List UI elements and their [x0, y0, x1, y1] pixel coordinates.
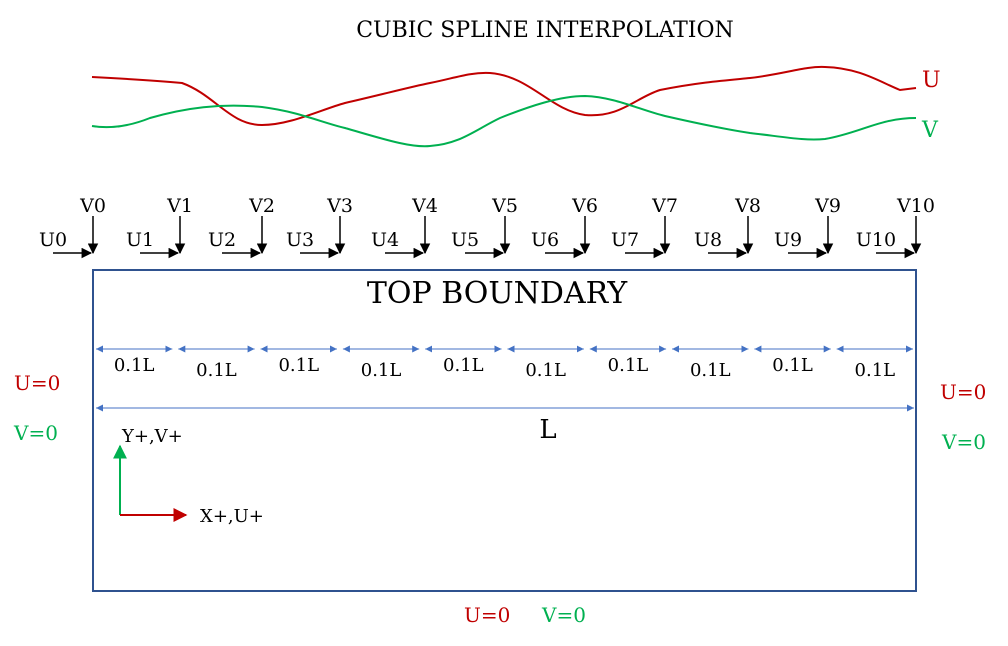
u-spline-label: U [922, 68, 941, 93]
segment-label: 0.1L [443, 355, 484, 376]
node-velocity-arrows: V0 V1 V2 V3 V4 V5 V6 V7 V8 V9 V10 U0 U1 U2 U3 U4 U5 U6 U7 U… [39, 195, 935, 259]
u-node-label: U9 [774, 229, 802, 251]
segment-label: 0.1L [114, 355, 155, 376]
u-node-label: U6 [531, 229, 559, 251]
v-node-label: V0 [79, 195, 106, 217]
segment-label: 0.1L [196, 360, 237, 381]
v-node-label: V2 [248, 195, 275, 217]
u-node-label: U8 [694, 229, 722, 251]
domain-box [92, 269, 917, 592]
diagram-title: CUBIC SPLINE INTERPOLATION [356, 18, 734, 43]
y-axis-label: Y+,V+ [121, 426, 183, 447]
u-node-label: U4 [371, 229, 399, 251]
u-node-label: U10 [856, 229, 896, 251]
u-node-label: U2 [208, 229, 236, 251]
u-node-label: U1 [126, 229, 154, 251]
segment-label: 0.1L [278, 355, 319, 376]
u-node-label: U0 [39, 229, 67, 251]
v-node-label: V3 [326, 195, 353, 217]
left-wall-u-label: U=0 [14, 371, 60, 395]
total-length-label: L [539, 415, 556, 445]
bottom-wall-v-label: V=0 [541, 603, 586, 627]
segment-label: 0.1L [608, 355, 649, 376]
segment-label: 0.1L [361, 360, 402, 381]
right-wall-v-label: V=0 [941, 430, 986, 454]
u-node-label: U5 [451, 229, 479, 251]
v-node-label: V6 [571, 195, 598, 217]
u-node-label: U3 [286, 229, 314, 251]
right-wall-u-label: U=0 [940, 380, 986, 404]
left-wall-v-label: V=0 [13, 421, 58, 445]
v-node-label: V10 [896, 195, 935, 217]
segment-label: 0.1L [525, 360, 566, 381]
v-spline-curve [91, 94, 917, 148]
v-spline-label: V [921, 118, 939, 143]
v-node-label: V4 [411, 195, 438, 217]
v-node-label: V1 [166, 195, 193, 217]
bottom-wall-u-label: U=0 [464, 603, 510, 627]
v-node-label: V7 [651, 195, 678, 217]
v-node-label: V5 [491, 195, 518, 217]
top-boundary-label: TOP BOUNDARY [367, 276, 628, 311]
x-axis-label: X+,U+ [200, 506, 264, 527]
segment-label: 0.1L [690, 360, 731, 381]
v-node-label: V8 [734, 195, 761, 217]
u-node-label: U7 [611, 229, 639, 251]
v-node-label: V9 [814, 195, 841, 217]
segment-label: 0.1L [772, 355, 813, 376]
segment-label: 0.1L [855, 360, 896, 381]
u-spline-curve [91, 65, 917, 127]
segment-dimensions: 0.1L 0.1L 0.1L 0.1L 0.1L 0.1L 0.1L 0.1L 0.1L 0.1L [96, 345, 913, 381]
